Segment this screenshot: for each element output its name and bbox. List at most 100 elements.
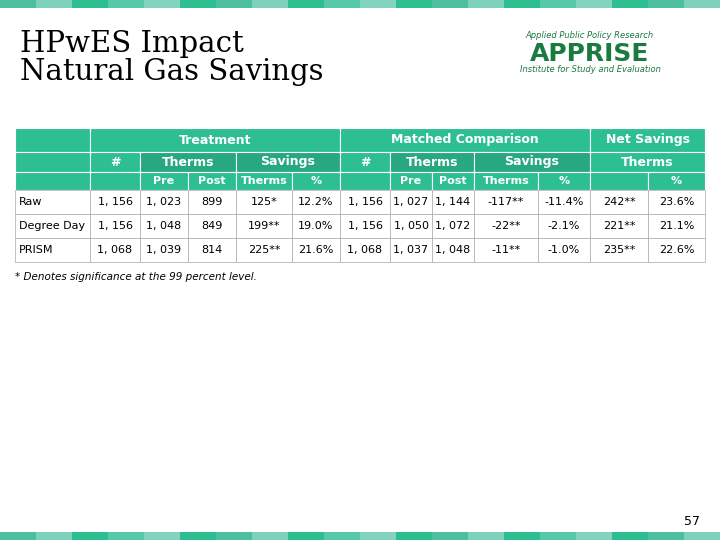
- Bar: [288, 532, 325, 540]
- Bar: [188, 190, 236, 214]
- Bar: [108, 0, 145, 8]
- Text: Therms: Therms: [621, 156, 674, 168]
- Bar: [390, 152, 474, 172]
- Text: -1.0%: -1.0%: [548, 245, 580, 255]
- Text: APPRISE: APPRISE: [531, 42, 649, 66]
- Text: Natural Gas Savings: Natural Gas Savings: [20, 58, 323, 86]
- Text: 1, 027: 1, 027: [393, 197, 428, 207]
- Text: 1, 048: 1, 048: [436, 245, 471, 255]
- Text: Savings: Savings: [261, 156, 315, 168]
- Text: 1, 156: 1, 156: [97, 197, 132, 207]
- Text: 849: 849: [202, 221, 222, 231]
- Text: Therms: Therms: [406, 156, 458, 168]
- Bar: [648, 0, 685, 8]
- Bar: [216, 532, 253, 540]
- Text: Institute for Study and Evaluation: Institute for Study and Evaluation: [520, 65, 660, 75]
- Bar: [180, 0, 217, 8]
- Bar: [540, 532, 577, 540]
- Bar: [236, 214, 292, 238]
- Bar: [468, 0, 505, 8]
- Text: -117**: -117**: [488, 197, 524, 207]
- Text: 1, 156: 1, 156: [348, 221, 382, 231]
- Bar: [292, 214, 340, 238]
- Bar: [468, 532, 505, 540]
- Bar: [252, 532, 289, 540]
- Bar: [340, 238, 390, 262]
- Text: Post: Post: [198, 176, 226, 186]
- Text: 235**: 235**: [603, 245, 635, 255]
- Bar: [15, 152, 90, 172]
- Text: 221**: 221**: [603, 221, 635, 231]
- Bar: [292, 172, 340, 190]
- Bar: [390, 238, 432, 262]
- Text: 814: 814: [202, 245, 222, 255]
- Bar: [292, 190, 340, 214]
- Bar: [590, 190, 648, 214]
- Text: 199**: 199**: [248, 221, 280, 231]
- Bar: [0, 0, 37, 8]
- Bar: [140, 152, 236, 172]
- Bar: [396, 532, 433, 540]
- Bar: [474, 152, 590, 172]
- Text: Pre: Pre: [153, 176, 174, 186]
- Bar: [180, 532, 217, 540]
- Text: 19.0%: 19.0%: [298, 221, 333, 231]
- Text: 242**: 242**: [603, 197, 635, 207]
- Bar: [15, 128, 90, 152]
- Text: %: %: [671, 176, 682, 186]
- Bar: [236, 190, 292, 214]
- Text: PRISM: PRISM: [19, 245, 53, 255]
- Text: 21.6%: 21.6%: [298, 245, 333, 255]
- Bar: [188, 172, 236, 190]
- Text: -22**: -22**: [491, 221, 521, 231]
- Bar: [340, 128, 590, 152]
- Bar: [340, 214, 390, 238]
- Text: Therms: Therms: [240, 176, 287, 186]
- Text: Pre: Pre: [400, 176, 422, 186]
- Bar: [590, 238, 648, 262]
- Bar: [0, 532, 37, 540]
- Text: 1, 048: 1, 048: [146, 221, 181, 231]
- Bar: [216, 0, 253, 8]
- Text: 1, 156: 1, 156: [348, 197, 382, 207]
- Bar: [648, 172, 705, 190]
- Bar: [90, 172, 140, 190]
- Bar: [324, 532, 361, 540]
- Bar: [292, 238, 340, 262]
- Bar: [90, 190, 140, 214]
- Bar: [90, 128, 340, 152]
- Bar: [538, 190, 590, 214]
- Text: Treatment: Treatment: [179, 133, 251, 146]
- Text: Net Savings: Net Savings: [606, 133, 690, 146]
- Text: 1, 050: 1, 050: [394, 221, 428, 231]
- Text: 22.6%: 22.6%: [659, 245, 694, 255]
- Bar: [236, 172, 292, 190]
- Bar: [432, 532, 469, 540]
- Text: Matched Comparison: Matched Comparison: [391, 133, 539, 146]
- Text: 1, 144: 1, 144: [436, 197, 471, 207]
- Bar: [612, 532, 649, 540]
- Bar: [474, 238, 538, 262]
- Bar: [108, 532, 145, 540]
- Bar: [15, 238, 90, 262]
- Bar: [144, 0, 181, 8]
- Bar: [538, 238, 590, 262]
- Text: Applied Public Policy Research: Applied Public Policy Research: [526, 31, 654, 40]
- Bar: [390, 190, 432, 214]
- Bar: [648, 238, 705, 262]
- Text: -11.4%: -11.4%: [544, 197, 584, 207]
- Text: Therms: Therms: [482, 176, 529, 186]
- Bar: [432, 238, 474, 262]
- Bar: [90, 214, 140, 238]
- Bar: [590, 128, 705, 152]
- Text: #: #: [360, 156, 370, 168]
- Text: 1, 039: 1, 039: [146, 245, 181, 255]
- Bar: [504, 532, 541, 540]
- Text: Therms: Therms: [162, 156, 215, 168]
- Bar: [474, 190, 538, 214]
- Bar: [252, 0, 289, 8]
- Text: 12.2%: 12.2%: [298, 197, 334, 207]
- Bar: [36, 532, 73, 540]
- Text: 1, 156: 1, 156: [97, 221, 132, 231]
- Text: 1, 068: 1, 068: [97, 245, 132, 255]
